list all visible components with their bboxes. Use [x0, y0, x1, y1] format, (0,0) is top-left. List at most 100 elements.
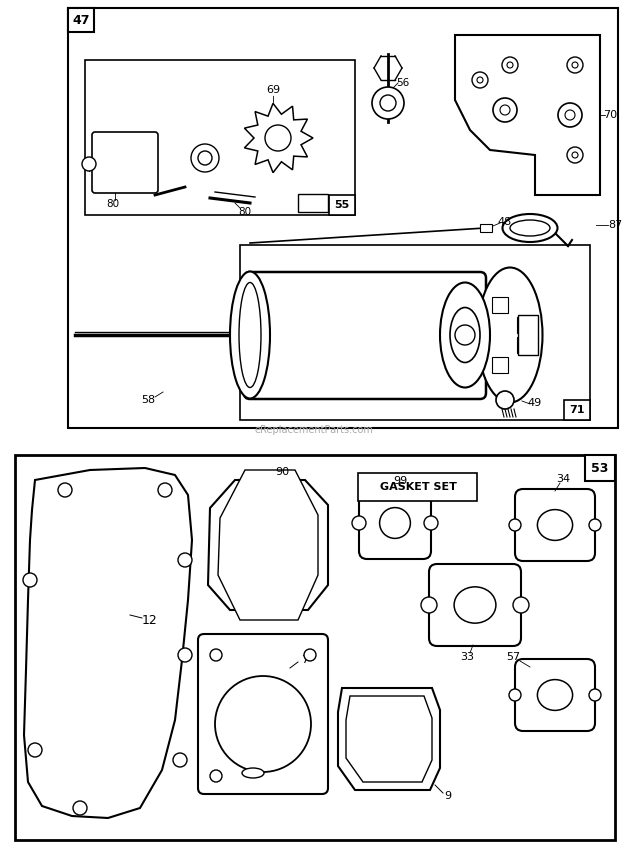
Circle shape — [380, 95, 396, 111]
Text: 47: 47 — [72, 14, 90, 26]
Text: 57: 57 — [506, 652, 520, 662]
Polygon shape — [218, 470, 318, 620]
Ellipse shape — [537, 680, 572, 711]
Circle shape — [572, 62, 578, 68]
Polygon shape — [208, 480, 328, 610]
Bar — [298, 194, 328, 212]
Circle shape — [304, 649, 316, 661]
Bar — [492, 297, 508, 313]
Text: 55: 55 — [335, 200, 350, 210]
Circle shape — [23, 573, 37, 587]
Circle shape — [500, 105, 510, 115]
Bar — [68, 8, 94, 32]
Text: 79: 79 — [306, 198, 320, 208]
Text: 58: 58 — [141, 395, 155, 405]
Bar — [518, 315, 538, 355]
Circle shape — [210, 770, 222, 782]
Text: 34: 34 — [556, 474, 570, 484]
Ellipse shape — [230, 271, 270, 399]
Text: eReplacementParts.com: eReplacementParts.com — [255, 425, 374, 435]
Circle shape — [82, 157, 96, 171]
Circle shape — [589, 519, 601, 531]
Circle shape — [472, 72, 488, 88]
FancyBboxPatch shape — [244, 272, 486, 399]
Circle shape — [178, 553, 192, 567]
Circle shape — [58, 483, 72, 497]
Circle shape — [507, 62, 513, 68]
Circle shape — [424, 516, 438, 530]
Circle shape — [493, 98, 517, 122]
FancyBboxPatch shape — [515, 489, 595, 561]
Circle shape — [210, 649, 222, 661]
Text: 12: 12 — [142, 614, 158, 626]
Text: 69: 69 — [266, 85, 280, 95]
Circle shape — [173, 753, 187, 767]
Text: 71: 71 — [569, 405, 585, 415]
Text: 48: 48 — [498, 217, 512, 227]
Ellipse shape — [477, 268, 542, 403]
Circle shape — [565, 110, 575, 120]
Polygon shape — [455, 35, 600, 195]
Bar — [15, 455, 615, 840]
Circle shape — [265, 125, 291, 151]
Circle shape — [558, 103, 582, 127]
Circle shape — [372, 87, 404, 119]
Text: 49: 49 — [528, 398, 542, 408]
Ellipse shape — [537, 510, 572, 541]
Ellipse shape — [510, 220, 550, 236]
Bar — [564, 400, 590, 420]
Polygon shape — [346, 696, 432, 782]
Circle shape — [178, 648, 192, 662]
FancyBboxPatch shape — [515, 659, 595, 731]
Ellipse shape — [239, 282, 261, 388]
Text: 80: 80 — [238, 207, 252, 217]
Circle shape — [502, 57, 518, 73]
Text: 56: 56 — [396, 78, 409, 88]
Ellipse shape — [379, 507, 410, 538]
Text: GASKET SET: GASKET SET — [379, 482, 457, 492]
Polygon shape — [338, 688, 440, 790]
Text: 80: 80 — [106, 199, 120, 209]
FancyBboxPatch shape — [359, 487, 431, 559]
Circle shape — [158, 483, 172, 497]
FancyBboxPatch shape — [429, 564, 521, 646]
Circle shape — [455, 325, 475, 345]
Ellipse shape — [440, 282, 490, 388]
Circle shape — [496, 391, 514, 409]
Text: 70: 70 — [603, 110, 617, 120]
Circle shape — [513, 597, 529, 613]
Circle shape — [509, 689, 521, 701]
Bar — [517, 337, 533, 353]
Circle shape — [477, 77, 483, 83]
Text: 9: 9 — [445, 791, 452, 801]
Text: 33: 33 — [460, 652, 474, 662]
Text: 53: 53 — [591, 462, 609, 474]
FancyBboxPatch shape — [92, 132, 158, 193]
Circle shape — [567, 147, 583, 163]
Bar — [240, 245, 590, 420]
Text: 99: 99 — [393, 476, 407, 486]
Text: 87: 87 — [608, 220, 622, 230]
Circle shape — [198, 151, 212, 165]
Ellipse shape — [450, 308, 480, 362]
Circle shape — [352, 516, 366, 530]
Polygon shape — [245, 104, 313, 173]
Bar — [517, 317, 533, 333]
Circle shape — [215, 676, 311, 772]
Bar — [480, 224, 492, 232]
Bar — [68, 8, 618, 428]
Bar — [492, 357, 508, 373]
FancyBboxPatch shape — [198, 634, 328, 794]
Circle shape — [509, 519, 521, 531]
Text: 72: 72 — [251, 300, 265, 310]
Text: 90: 90 — [275, 467, 289, 477]
Bar — [85, 60, 355, 215]
Circle shape — [28, 743, 42, 757]
Circle shape — [73, 801, 87, 815]
Polygon shape — [24, 468, 192, 818]
Circle shape — [191, 144, 219, 172]
Bar — [329, 195, 355, 215]
Ellipse shape — [503, 214, 557, 242]
Ellipse shape — [242, 768, 264, 778]
Bar — [585, 455, 615, 481]
